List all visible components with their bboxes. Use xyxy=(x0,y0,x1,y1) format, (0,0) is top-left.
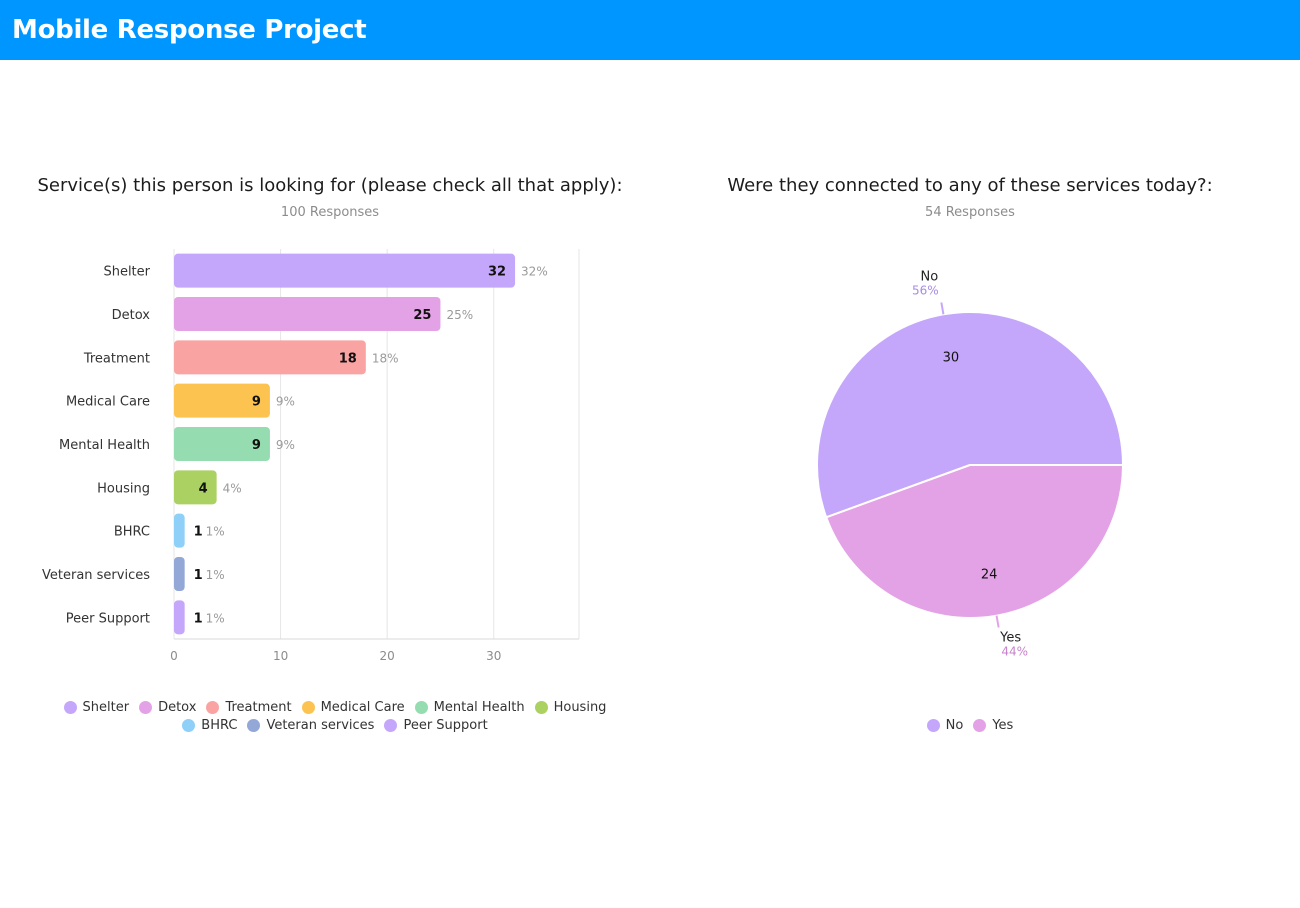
legend-swatch xyxy=(973,718,987,732)
legend-label: Peer Support xyxy=(403,717,488,733)
bar-value-label: 1 xyxy=(194,611,203,626)
y-tick-label: Treatment xyxy=(83,351,150,366)
bar-value-label: 32 xyxy=(488,265,506,280)
bar-value-label: 1 xyxy=(194,525,203,540)
bar-mental-health xyxy=(174,427,270,461)
legend-item-veteran-services[interactable]: Veteran services xyxy=(247,716,374,734)
bar-value-label: 18 xyxy=(339,351,357,366)
bar-value-label: 4 xyxy=(199,481,208,496)
legend-item-treatment[interactable]: Treatment xyxy=(206,698,292,716)
bar-treatment xyxy=(174,340,366,375)
legend-swatch xyxy=(414,700,428,714)
legend-label: Housing xyxy=(553,699,607,715)
bar-peer-support xyxy=(174,600,185,635)
pie-category-label: No xyxy=(921,270,939,285)
y-tick-label: Detox xyxy=(112,308,151,323)
legend-swatch xyxy=(206,700,220,714)
bar-chart-title: Service(s) this person is looking for (p… xyxy=(37,175,623,196)
bar-percent-label: 1% xyxy=(206,525,225,539)
bar-percent-label: 1% xyxy=(206,611,225,625)
y-tick-label: Shelter xyxy=(103,265,150,280)
legend-item-shelter[interactable]: Shelter xyxy=(63,698,130,716)
bar-value-label: 1 xyxy=(194,568,203,583)
x-tick-label: 20 xyxy=(380,649,395,663)
y-tick-label: BHRC xyxy=(114,525,150,540)
bar-veteran-services xyxy=(174,557,185,591)
services-chart-panel: Service(s) this person is looking for (p… xyxy=(30,172,630,220)
legend-item-medical-care[interactable]: Medical Care xyxy=(301,698,405,716)
legend-label: Mental Health xyxy=(433,699,525,715)
x-tick-label: 0 xyxy=(170,649,178,663)
y-tick-label: Veteran services xyxy=(42,568,150,583)
legend-swatch xyxy=(534,700,548,714)
legend-label: Medical Care xyxy=(320,699,405,715)
legend-swatch xyxy=(301,700,315,714)
legend-label: Yes xyxy=(992,717,1014,733)
bar-chart: 0 10 20 30 Shelter 32 32% Detox 25 25% Treatment 18… xyxy=(42,249,580,663)
legend-label: Shelter xyxy=(82,699,130,715)
pie-percent-label: 56% xyxy=(912,284,939,298)
pie-percent-label: 44% xyxy=(1001,644,1028,658)
bar-percent-label: 25% xyxy=(446,308,473,322)
legend-label: No xyxy=(945,717,964,733)
bar-bhrc xyxy=(174,513,185,548)
legend-label: BHRC xyxy=(201,717,238,733)
legend-item-bhrc[interactable]: BHRC xyxy=(182,716,237,734)
legend-label: Detox xyxy=(158,699,197,715)
legend-item-yes[interactable]: Yes xyxy=(973,716,1013,734)
bar-percent-label: 4% xyxy=(223,481,242,495)
bar-value-label: 9 xyxy=(252,395,261,410)
pie-chart-subtitle: 54 Responses xyxy=(925,205,1015,220)
bar-chart-legend: Shelter Detox Treatment Medical Care Mental … xyxy=(40,698,630,734)
bar-value-label: 25 xyxy=(413,308,431,323)
bar-housing xyxy=(174,470,217,505)
legend-swatch xyxy=(182,718,196,732)
legend-swatch xyxy=(384,718,398,732)
bar-shelter xyxy=(174,253,516,288)
legend-swatch xyxy=(63,700,77,714)
pie-value-label: 30 xyxy=(943,351,960,366)
pie-chart-legend: No Yes xyxy=(820,716,1120,734)
pie-slice-yes xyxy=(824,464,1125,619)
legend-swatch xyxy=(247,718,261,732)
legend-swatch xyxy=(926,718,940,732)
y-tick-label: Housing xyxy=(97,481,150,496)
legend-item-peer-support[interactable]: Peer Support xyxy=(384,716,488,734)
x-tick-label: 30 xyxy=(486,649,501,663)
app-header: Mobile Response Project xyxy=(0,0,1300,60)
x-tick-label: 10 xyxy=(273,649,288,663)
pie-chart-title: Were they connected to any of these serv… xyxy=(727,175,1213,196)
pie-leader-line xyxy=(995,615,1000,628)
page-title: Mobile Response Project xyxy=(12,15,367,45)
bar-percent-label: 1% xyxy=(206,568,225,582)
pie-value-label: 24 xyxy=(981,567,998,582)
legend-item-no[interactable]: No xyxy=(926,716,964,734)
legend-label: Treatment xyxy=(225,699,292,715)
bar-percent-label: 32% xyxy=(521,265,548,279)
bar-percent-label: 9% xyxy=(276,438,295,452)
legend-item-mental-health[interactable]: Mental Health xyxy=(414,698,525,716)
legend-item-housing[interactable]: Housing xyxy=(534,698,607,716)
pie-category-label: Yes xyxy=(999,630,1021,645)
bar-percent-label: 9% xyxy=(276,395,295,409)
y-tick-label: Medical Care xyxy=(66,395,150,410)
pie-leader-line xyxy=(940,302,945,315)
legend-label: Veteran services xyxy=(266,717,375,733)
y-tick-label: Peer Support xyxy=(66,611,150,626)
legend-swatch xyxy=(139,700,153,714)
connected-chart-panel: Were they connected to any of these serv… xyxy=(720,172,1220,220)
bar-chart-subtitle: 100 Responses xyxy=(280,205,380,220)
bar-percent-label: 18% xyxy=(372,351,399,365)
bar-value-label: 9 xyxy=(252,438,261,453)
legend-item-detox[interactable]: Detox xyxy=(139,698,196,716)
y-tick-label: Mental Health xyxy=(59,438,150,453)
bar-medical-care xyxy=(174,383,270,418)
bar-detox xyxy=(174,297,441,331)
